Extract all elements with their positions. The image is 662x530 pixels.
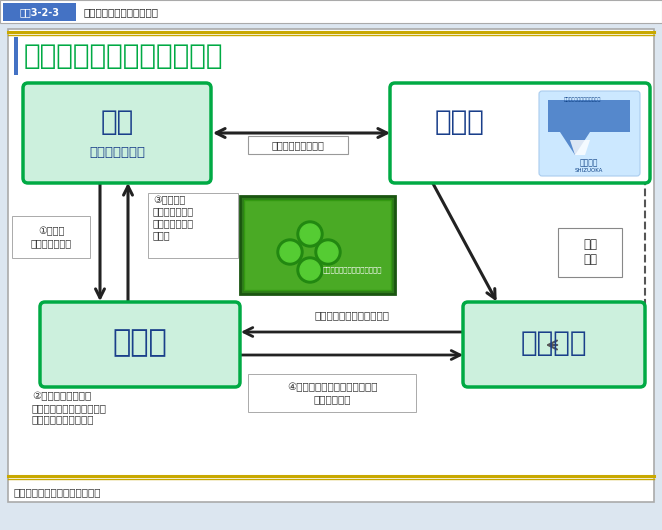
Text: みんなで健康！かがやきカード: みんなで健康！かがやきカード [322, 267, 382, 273]
Circle shape [318, 242, 338, 262]
Text: SHIZUOKA: SHIZUOKA [575, 167, 603, 172]
FancyBboxPatch shape [12, 216, 90, 258]
FancyBboxPatch shape [390, 83, 650, 183]
FancyBboxPatch shape [463, 302, 645, 387]
Text: ①記録表
を入手（県民）: ①記録表 を入手（県民） [30, 226, 71, 248]
FancyBboxPatch shape [240, 196, 395, 294]
FancyBboxPatch shape [23, 83, 211, 183]
Polygon shape [548, 100, 630, 155]
FancyBboxPatch shape [0, 0, 662, 23]
Text: 県　民: 県 民 [113, 329, 167, 358]
Circle shape [315, 239, 341, 265]
Circle shape [300, 260, 320, 280]
Circle shape [277, 239, 303, 265]
Text: 資料：静岡県ホームページより: 資料：静岡県ホームページより [14, 487, 101, 497]
Circle shape [297, 221, 323, 247]
Text: 静岡県: 静岡県 [435, 108, 485, 136]
FancyBboxPatch shape [8, 29, 654, 502]
FancyBboxPatch shape [14, 37, 18, 75]
FancyBboxPatch shape [3, 3, 76, 21]
Text: しずおか: しずおか [580, 158, 598, 167]
Text: ④カードを協力店等に提示し、
特典を受ける: ④カードを協力店等に提示し、 特典を受ける [287, 382, 377, 404]
Text: 自治・教育・日本の施設施後: 自治・教育・日本の施設施後 [563, 98, 600, 102]
Text: ③取組実施
後、記録表を提
出、交換にカー
ド入手: ③取組実施 後、記録表を提 出、交換にカー ド入手 [153, 195, 194, 240]
Text: 健康マイレージ事業の流れ: 健康マイレージ事業の流れ [24, 42, 224, 70]
Text: 健康マイレージ事業の流れ: 健康マイレージ事業の流れ [83, 7, 158, 17]
Circle shape [300, 224, 320, 244]
Circle shape [297, 257, 323, 283]
Circle shape [280, 242, 300, 262]
Text: 協力店等: 協力店等 [521, 329, 587, 357]
FancyBboxPatch shape [539, 91, 640, 176]
FancyBboxPatch shape [558, 228, 622, 277]
Polygon shape [570, 140, 590, 155]
FancyBboxPatch shape [248, 136, 348, 154]
Text: ②健康づくりの取組
・自らの健康改善目標実践
・各種健診受診　など: ②健康づくりの取組 ・自らの健康改善目標実践 ・各種健診受診 など [32, 391, 107, 425]
Text: 協賛
依頼: 協賛 依頼 [583, 238, 597, 266]
FancyBboxPatch shape [244, 200, 391, 290]
Text: 保健センター等: 保健センター等 [89, 146, 145, 158]
FancyBboxPatch shape [148, 193, 238, 258]
Text: 割引サービス等特典の提供: 割引サービス等特典の提供 [314, 310, 389, 320]
Text: 図表3-2-3: 図表3-2-3 [19, 7, 60, 17]
FancyBboxPatch shape [40, 302, 240, 387]
Text: 連携、情報交換など: 連携、情報交換など [271, 140, 324, 150]
FancyBboxPatch shape [248, 374, 416, 412]
Text: 市町: 市町 [101, 108, 134, 136]
